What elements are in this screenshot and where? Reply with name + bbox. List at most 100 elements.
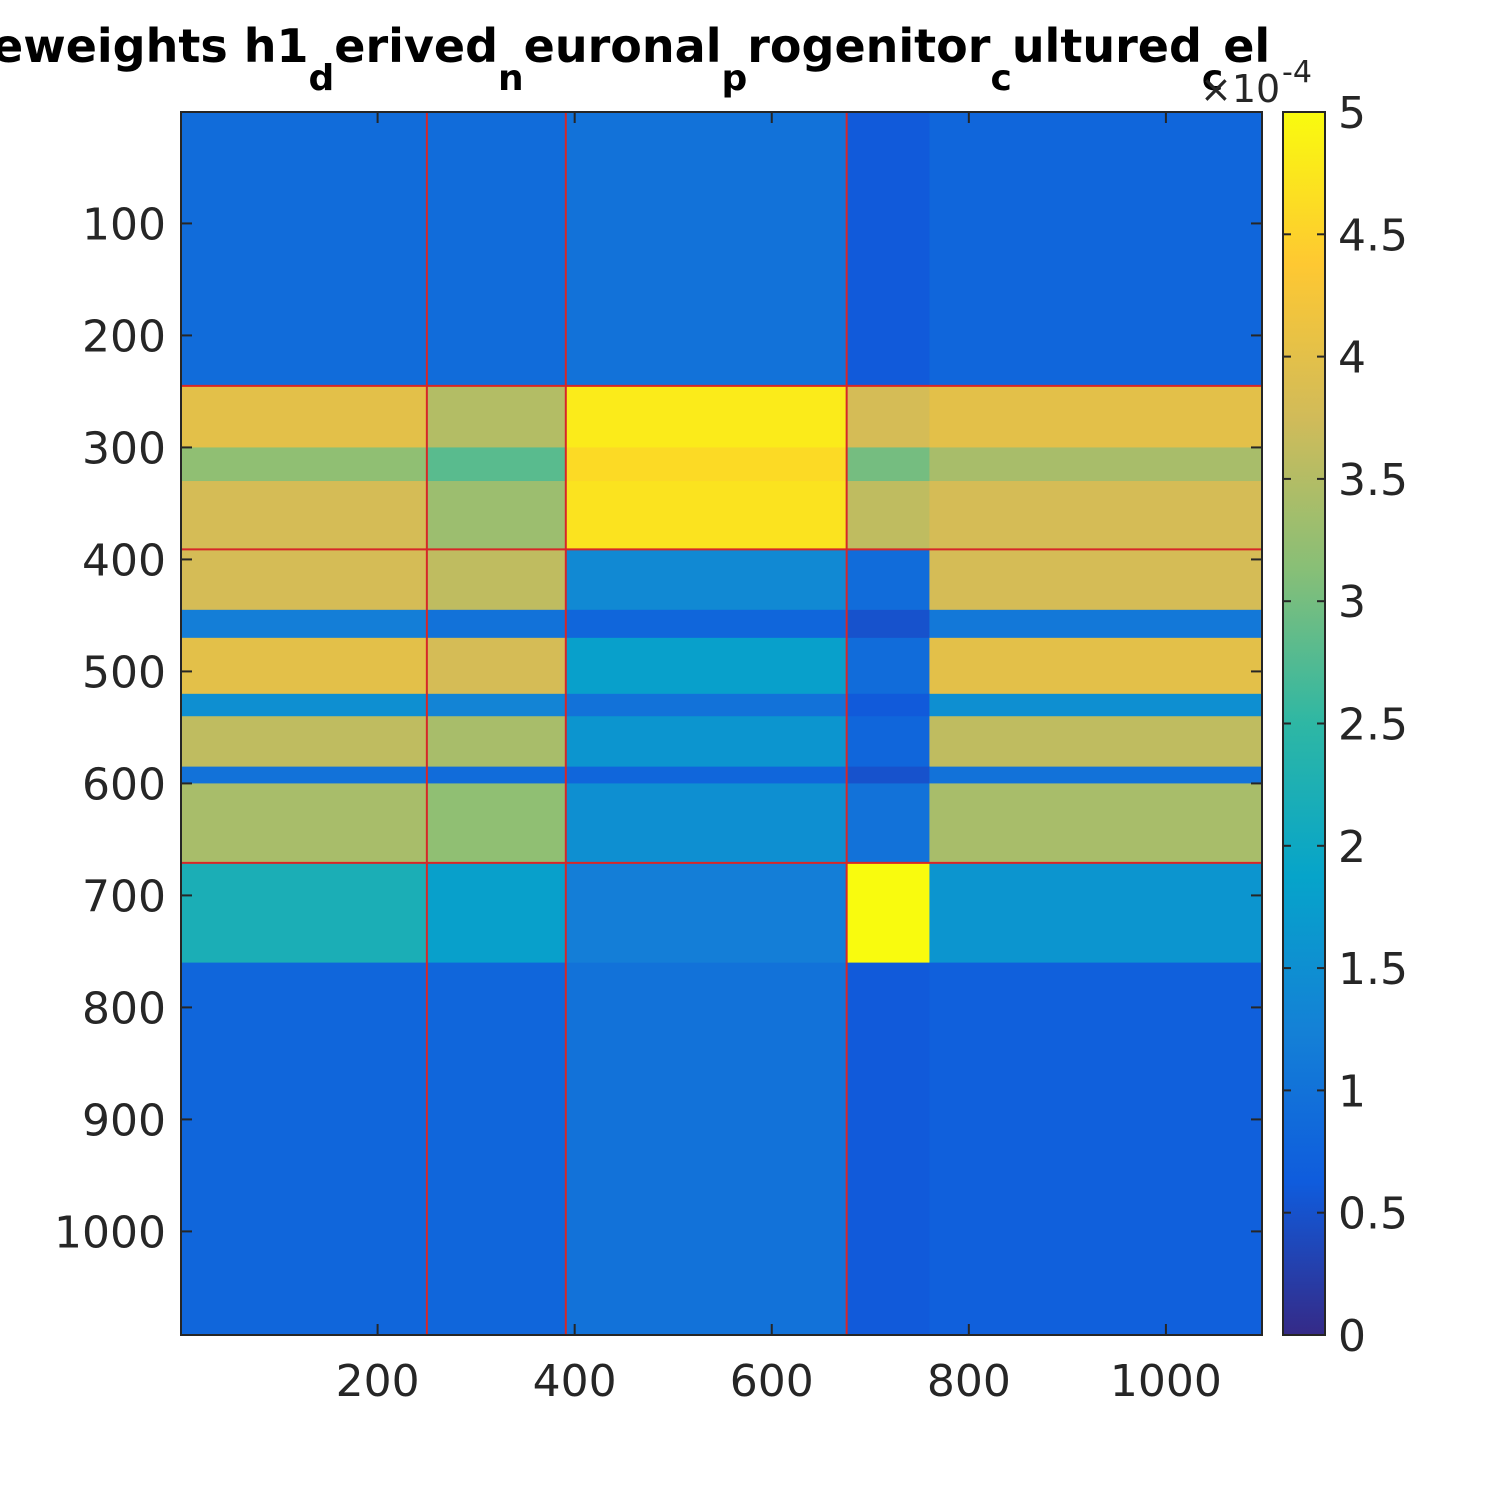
colorbar-tick-label: 1.5 (1338, 944, 1408, 995)
x-tick-label: 1000 (1110, 1356, 1222, 1407)
colorbar-tick-label: 3 (1338, 577, 1366, 628)
x-tick-label: 400 (533, 1356, 617, 1407)
heatmap-cell (181, 716, 428, 768)
heatmap-cell (181, 549, 428, 611)
heatmap-cell (565, 447, 848, 482)
heatmap-cell (929, 112, 1263, 387)
colorbar-tick-label: 0 (1338, 1311, 1366, 1362)
heatmap-cell (181, 693, 428, 717)
heatmap-cell (846, 549, 930, 611)
x-tick-label: 800 (927, 1356, 1011, 1407)
title-part: el (1223, 19, 1270, 73)
heatmap-cell (565, 609, 848, 639)
colorbar-tick-label: 1 (1338, 1066, 1366, 1117)
heatmap-cell (929, 385, 1263, 448)
colorbar-multiplier: ×10 (1200, 67, 1280, 111)
heatmap-cell (426, 716, 567, 768)
heatmap-cell (426, 783, 567, 864)
heatmap-cell (181, 637, 428, 695)
heatmap-cell (426, 385, 567, 448)
title-part: d (308, 58, 334, 99)
colorbar-tick-label: 2.5 (1338, 700, 1408, 751)
heatmap-cell (426, 962, 567, 1336)
heatmap-cell (846, 693, 930, 717)
y-tick-label: 600 (82, 759, 166, 810)
heatmap-cell (929, 862, 1263, 964)
heatmap-cell (565, 385, 848, 448)
heatmap-cell (846, 481, 930, 550)
heatmap-cell (426, 637, 567, 695)
title-part: ultured (1012, 19, 1202, 73)
heatmap-cell (846, 385, 930, 448)
heatmap-cell (181, 862, 428, 964)
heatmap-cell (426, 481, 567, 550)
colorbar-exponent: -4 (1282, 55, 1312, 90)
heatmap-cell (181, 962, 428, 1336)
heatmap-cell (846, 637, 930, 695)
title-part: eweights h1 (0, 19, 308, 73)
title-part: euronal (524, 19, 722, 73)
heatmap-cell (426, 609, 567, 639)
y-tick-label: 700 (82, 871, 166, 922)
heatmap-cell (929, 962, 1263, 1336)
heatmap-cell (426, 862, 567, 964)
y-tick-label: 1000 (54, 1207, 166, 1258)
x-tick-label: 200 (336, 1356, 420, 1407)
y-tick-label: 100 (82, 199, 166, 250)
heatmap-cell (929, 481, 1263, 550)
heatmap-cell (846, 447, 930, 482)
heatmap-cell (565, 549, 848, 611)
colorbar-tick-label: 2 (1338, 822, 1366, 873)
heatmap-cell (181, 783, 428, 864)
x-tick-label: 600 (730, 1356, 814, 1407)
title-part: c (1202, 58, 1223, 99)
heatmap-cell (565, 693, 848, 717)
heatmap-cell (846, 962, 930, 1336)
heatmap-cell (565, 783, 848, 864)
title-part: n (498, 58, 524, 99)
colorbar-tick-label: 4.5 (1338, 210, 1408, 261)
heatmap-cell (565, 766, 848, 784)
heatmap-cell (565, 637, 848, 695)
heatmap-cell (929, 783, 1263, 864)
title-part: p (721, 58, 747, 99)
heatmap-cell (565, 862, 848, 964)
colorbar-tick-label: 0.5 (1338, 1189, 1408, 1240)
heatmap-cell (846, 716, 930, 768)
heatmap-cell (426, 549, 567, 611)
heatmap-cell (181, 447, 428, 482)
heatmap-cell (846, 766, 930, 784)
heatmap-cell (929, 766, 1263, 784)
title-part: erived (334, 19, 498, 73)
y-tick-label: 900 (82, 1095, 166, 1146)
heatmap-cell (181, 609, 428, 639)
heatmap-cell (565, 112, 848, 387)
heatmap-cell (426, 766, 567, 784)
heatmap-cell (565, 962, 848, 1336)
heatmap-cell (426, 447, 567, 482)
chart-title: eweights h1derivedneuronalprogenitor cult… (0, 19, 1270, 99)
heatmap-cell (181, 766, 428, 784)
heatmap-cell (181, 112, 428, 387)
y-tick-label: 400 (82, 535, 166, 586)
heatmap-cell (565, 481, 848, 550)
heatmap-cell (846, 112, 930, 387)
heatmap-cell (181, 481, 428, 550)
heatmap-cell (426, 112, 567, 387)
heatmap-cell (929, 609, 1263, 639)
y-tick-label: 800 (82, 983, 166, 1034)
heatmap-cell (846, 783, 930, 864)
heatmap-cell (929, 549, 1263, 611)
heatmap-cell (929, 637, 1263, 695)
title-part: rogenitor (747, 19, 991, 73)
heatmap-cell (929, 716, 1263, 768)
y-tick-label: 300 (82, 423, 166, 474)
heatmap-cell (846, 862, 930, 964)
heatmap (181, 112, 1263, 1336)
heatmap-cell (929, 447, 1263, 482)
colorbar-tick-label: 5 (1338, 88, 1366, 139)
axes-box (180, 111, 1263, 1336)
heatmap-cell (846, 609, 930, 639)
heatmap-cell (426, 693, 567, 717)
